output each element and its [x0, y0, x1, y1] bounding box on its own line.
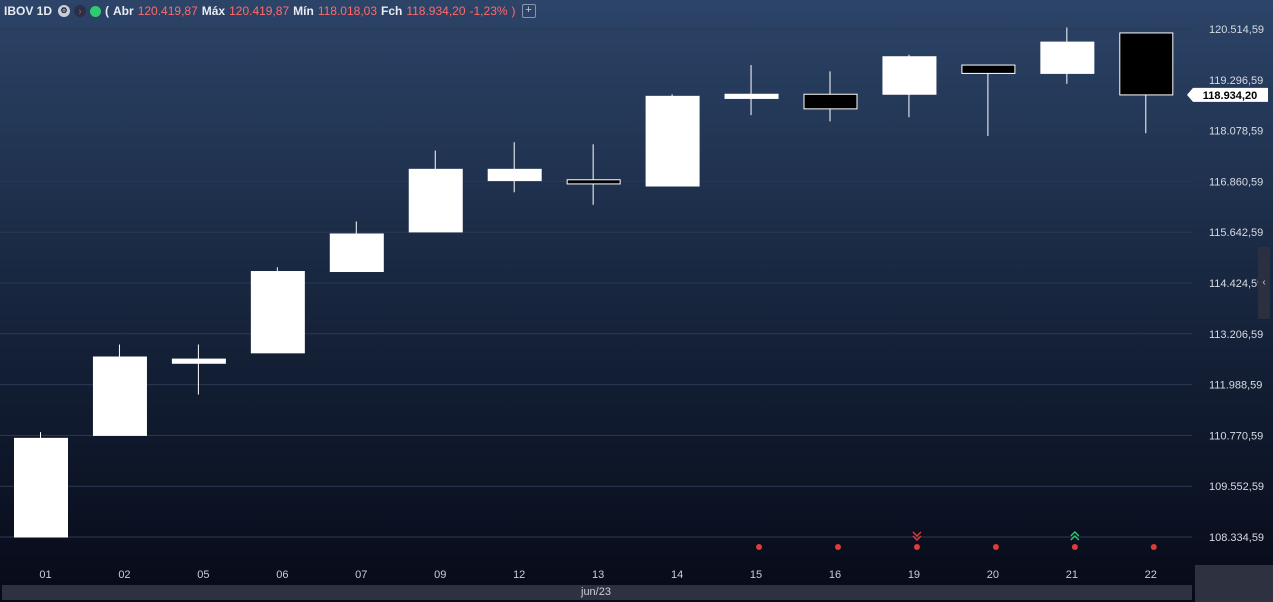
- candle-body: [645, 95, 700, 187]
- candle-body: [171, 358, 226, 364]
- signal-markers: [756, 531, 1157, 550]
- y-tick-label: 108.334,59: [1209, 532, 1264, 544]
- y-tick-label: 119.296,59: [1209, 75, 1263, 87]
- x-tick-label: 14: [671, 569, 683, 581]
- candle-body: [329, 233, 384, 273]
- x-tick-label: 01: [39, 569, 51, 581]
- close-value: 118.934,20: [406, 4, 466, 18]
- high-value: 120.419,87: [229, 4, 290, 18]
- low-value: 118.018,03: [317, 4, 377, 18]
- candle-body: [487, 168, 542, 182]
- open-paren: (: [105, 4, 110, 18]
- open-label: Abr: [113, 4, 134, 18]
- y-tick-label: 109.552,59: [1209, 481, 1264, 493]
- chart-header: IBOV 1D ⚙ › ( Abr 120.419,87 Máx 120.419…: [4, 2, 536, 20]
- y-axis: 120.514,59 119.296,59 118.078,59 116.860,59…: [1209, 24, 1264, 544]
- double-chevron-up-icon: [1070, 531, 1080, 541]
- x-tick-label: 12: [513, 569, 525, 581]
- last-price-tag: 118.934,20: [1187, 87, 1268, 102]
- candle-body: [961, 64, 1016, 74]
- x-tick-label: 21: [1066, 569, 1078, 581]
- candle-body: [1040, 41, 1095, 74]
- status-dot-icon: [90, 5, 102, 17]
- last-price-label: 118.934,20: [1203, 90, 1257, 102]
- close-label: Fch: [381, 4, 403, 18]
- candle-body: [92, 356, 147, 436]
- signal-dot: [1150, 544, 1157, 550]
- y-tick-label: 110.770,59: [1209, 430, 1263, 442]
- x-tick-label: 09: [434, 569, 446, 581]
- y-tick-label: 120.514,59: [1209, 24, 1264, 36]
- last-price-tag-bg: [1187, 87, 1268, 102]
- symbol-label[interactable]: IBOV 1D: [4, 4, 53, 18]
- chevron-left-icon[interactable]: ‹: [1258, 247, 1270, 319]
- x-tick-label: 13: [592, 569, 604, 581]
- signal-dot: [835, 544, 841, 550]
- candle-body: [724, 93, 779, 99]
- double-chevron-down-icon: [912, 531, 922, 541]
- high-label: Máx: [201, 4, 226, 18]
- candle-body: [250, 271, 305, 354]
- candle-body: [803, 93, 858, 110]
- axis-corner: [1195, 565, 1273, 602]
- signal-dot: [1071, 544, 1078, 550]
- candle-body: [1119, 32, 1174, 96]
- candle-body: [408, 168, 463, 233]
- period-label: jun/23: [581, 586, 611, 598]
- candle-body: [882, 56, 937, 95]
- add-indicator-button[interactable]: +: [521, 4, 536, 18]
- x-tick-label: 22: [1145, 569, 1157, 581]
- x-tick-label: 06: [276, 569, 288, 581]
- signal-dot: [756, 544, 763, 550]
- signal-dot: [913, 544, 920, 550]
- settings-icon[interactable]: ⚙: [58, 5, 71, 17]
- x-tick-label: 16: [829, 569, 841, 581]
- x-tick-label: 05: [197, 569, 209, 581]
- x-tick-label: 07: [355, 569, 367, 581]
- signal-dot: [992, 544, 999, 550]
- x-axis: 01 02 05 06 07 09 12 13 14 15 16 19 20 21 22: [39, 569, 1157, 581]
- x-tick-label: 19: [908, 569, 920, 581]
- low-label: Mín: [293, 4, 314, 18]
- candle-body: [566, 179, 621, 185]
- y-tick-label: 116.860,59: [1209, 176, 1263, 188]
- candle-body: [14, 437, 68, 538]
- candles: [14, 27, 1174, 538]
- y-tick-label: 115.642,59: [1209, 227, 1263, 239]
- close-paren: ): [511, 4, 516, 18]
- y-tick-label: 111.988,59: [1209, 380, 1262, 392]
- open-value: 120.419,87: [137, 4, 198, 18]
- period-bar: [2, 585, 1192, 600]
- x-tick-label: 02: [118, 569, 130, 581]
- arrow-right-icon[interactable]: ›: [74, 5, 87, 17]
- y-tick-label: 114.424,59: [1209, 278, 1263, 290]
- grid-lines: [0, 28, 1192, 538]
- change-value: -1,23%: [469, 4, 508, 18]
- x-tick-label: 20: [987, 569, 999, 581]
- x-tick-label: 15: [750, 569, 762, 581]
- y-tick-label: 118.078,59: [1209, 126, 1263, 138]
- y-tick-label: 113.206,59: [1209, 329, 1263, 341]
